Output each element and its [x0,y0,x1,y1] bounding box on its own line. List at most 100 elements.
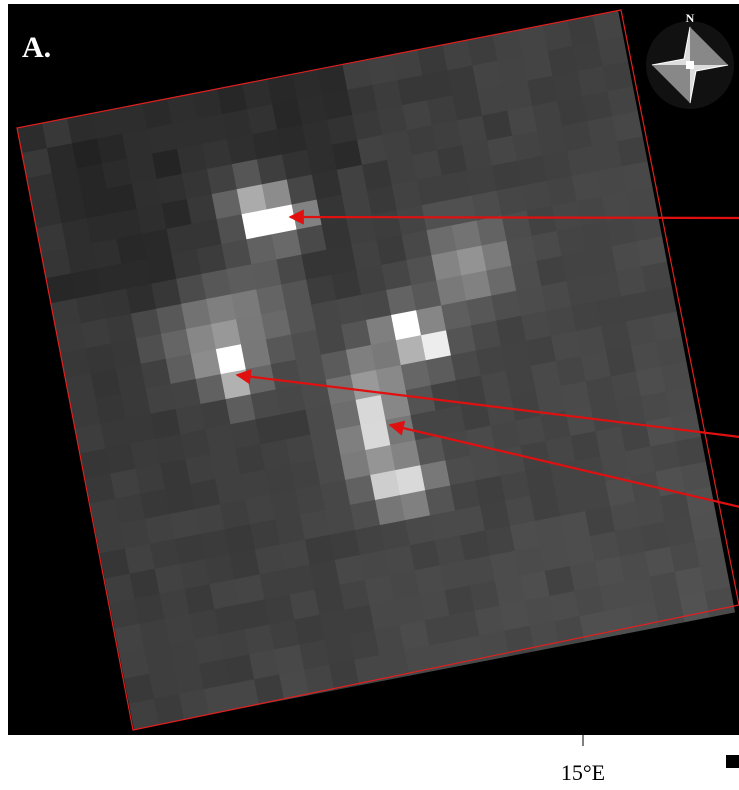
pixel-tile [110,338,142,370]
pixel-tile [461,270,492,301]
arrow [388,420,739,508]
compass-rose [646,21,734,109]
pixel-tile [175,403,206,435]
pixel-tile [342,59,373,91]
pixel-tile [249,649,280,680]
pixel-tile [646,286,677,317]
pixel-tile [120,388,152,420]
pixel-tile [174,533,206,565]
pixel-tile [279,539,311,571]
pixel-tile [306,144,338,176]
pixel-tile [601,191,633,222]
pixel-tile [220,499,251,530]
pixel-tile [251,259,282,290]
pixel-tile [194,634,225,665]
pixel-tile [290,329,322,361]
pixel-tile [572,41,604,72]
pixel-tile [636,236,667,267]
pixel-tile [150,408,181,440]
pixel-tile [694,536,726,568]
pixel-tile [17,123,48,154]
pixel-tile [285,434,316,466]
pixel-tile [136,203,168,235]
pixel-tile [149,538,181,570]
pixel-tile [407,125,438,156]
pixel-tile [451,220,483,251]
pixel-tile [567,15,599,47]
pixel-tile [201,269,232,300]
pixel-tile [149,668,180,700]
pixel-tile [275,384,307,415]
pixel-tile [314,584,346,616]
pixel-tile [346,214,378,246]
pixel-tile [211,189,243,220]
pixel-tile [321,219,353,251]
pixel-tile [466,165,498,196]
pixel-tile [236,184,268,215]
pixel-tile [464,555,496,587]
panel-label: A. [22,31,51,64]
pixel-tile [517,25,549,57]
pixel-tile [630,471,661,502]
pixel-tile [264,594,295,625]
pixel-tile [80,318,112,349]
pixel-tile [544,565,576,597]
pixel-tile [374,625,405,656]
pixel-tile [480,370,512,402]
pixel-tile [452,90,483,121]
pixel-tile [200,399,232,430]
pixel-tile [486,265,517,297]
pixel-tile [624,576,656,607]
pixel-tile [190,349,222,380]
pixel-tile [135,333,167,365]
pixel-tile [206,164,238,195]
pixel-tile [639,521,671,552]
pixel-tile [26,173,58,204]
pixel-tile [261,309,292,340]
pixel-tile [674,566,706,598]
pixel-tile [324,504,356,536]
pixel-tile [386,155,418,186]
pixel-tile [121,128,153,160]
pixel-tile [159,588,190,620]
pixel-tile [350,499,381,531]
pixel-tile [327,114,358,146]
pixel-tile [541,280,572,312]
pixel-tile [620,421,651,452]
pixel-tile [561,251,592,282]
pixel-tile [602,61,633,92]
pixel-tile [289,589,321,621]
pixel-tile [265,464,296,495]
pixel-tile [170,378,202,410]
pixel-tile [125,413,156,445]
pixel-tile [166,223,197,255]
pixel-tile [576,326,607,357]
pixel-tile [270,489,301,520]
pixel-tile [144,643,175,675]
pixel-tile [417,45,448,76]
pixel-tile [699,561,731,593]
pixel-tile [592,141,623,172]
pixel-tile [324,634,355,666]
pixel-tile [470,450,501,482]
pixel-tile [395,465,426,496]
pixel-tile [90,368,122,399]
pixel-tile [435,405,467,436]
pixel-tile [546,175,578,207]
pixel-tile [546,305,577,337]
pixel-tile [92,108,123,139]
pixel-tile [495,445,526,477]
pixel-tile [354,654,385,686]
pixel-tile [587,116,618,147]
pixel-tile [61,218,92,249]
pixel-tile [304,534,336,566]
pixel-tile [439,560,471,591]
pixel-tile [505,365,537,397]
pixel-tile [197,114,228,145]
pixel-tile [156,173,188,205]
pixel-tile [400,490,431,521]
pixel-tile [475,345,507,377]
pixel-tile [404,645,435,676]
pixel-tile [615,396,647,427]
pixel-tile [665,386,697,418]
